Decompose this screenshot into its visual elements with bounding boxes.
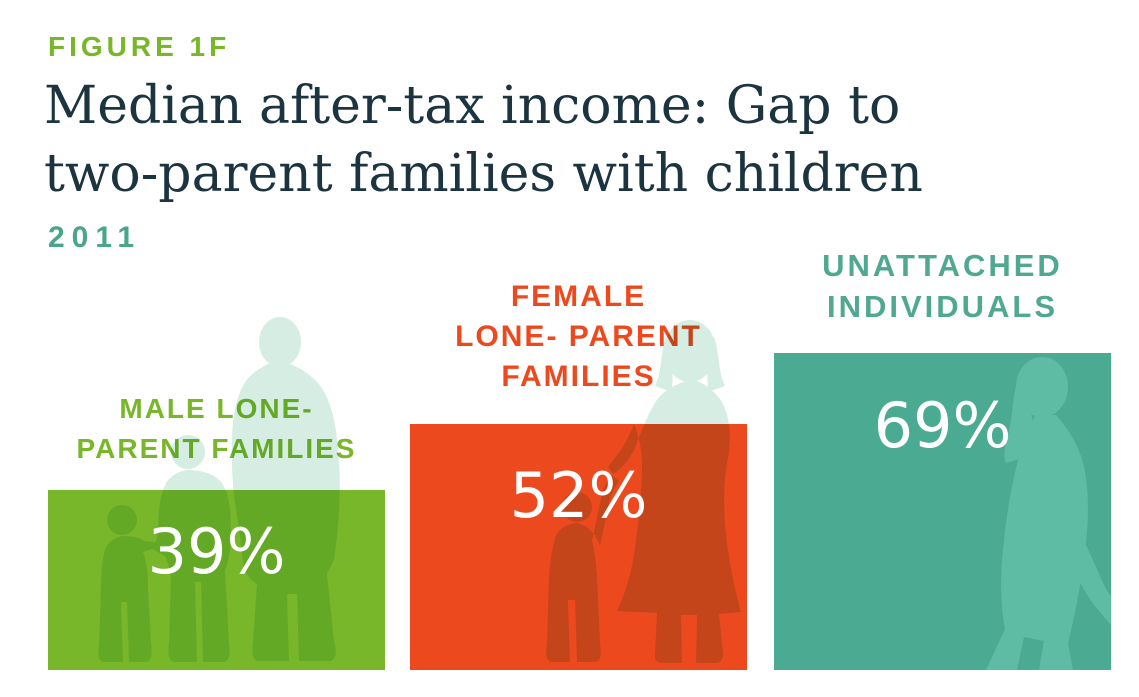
category-label-line: FEMALE <box>510 280 647 313</box>
category-label-female-lone-parent: FEMALE LONE- PARENT FAMILIES <box>410 277 747 397</box>
value-label-unattached: 69% <box>873 389 1012 462</box>
walking-woman-silhouette <box>986 357 1111 670</box>
category-label-line: LONE- PARENT <box>455 320 702 353</box>
page-title: Median after-tax income: Gap to two-paren… <box>44 72 923 208</box>
father-with-children-silhouette <box>98 317 340 662</box>
value-label-female-lone-parent: 52% <box>509 459 648 532</box>
bar-unattached <box>774 353 1111 670</box>
category-label-unattached: UNATTACHED INDIVIDUALS <box>774 245 1111 327</box>
category-label-line: FAMILIES <box>501 360 656 393</box>
value-label-male-lone-parent: 39% <box>147 515 286 588</box>
title-line-2: two-parent families with children <box>44 144 923 204</box>
year-subtitle: 2011 <box>48 221 142 254</box>
figure-label: FIGURE 1F <box>48 31 231 62</box>
category-label-line: INDIVIDUALS <box>826 289 1059 324</box>
title-line-1: Median after-tax income: Gap to <box>44 76 901 136</box>
mother-with-child-silhouette <box>546 320 741 663</box>
category-label-line: UNATTACHED <box>822 248 1063 283</box>
